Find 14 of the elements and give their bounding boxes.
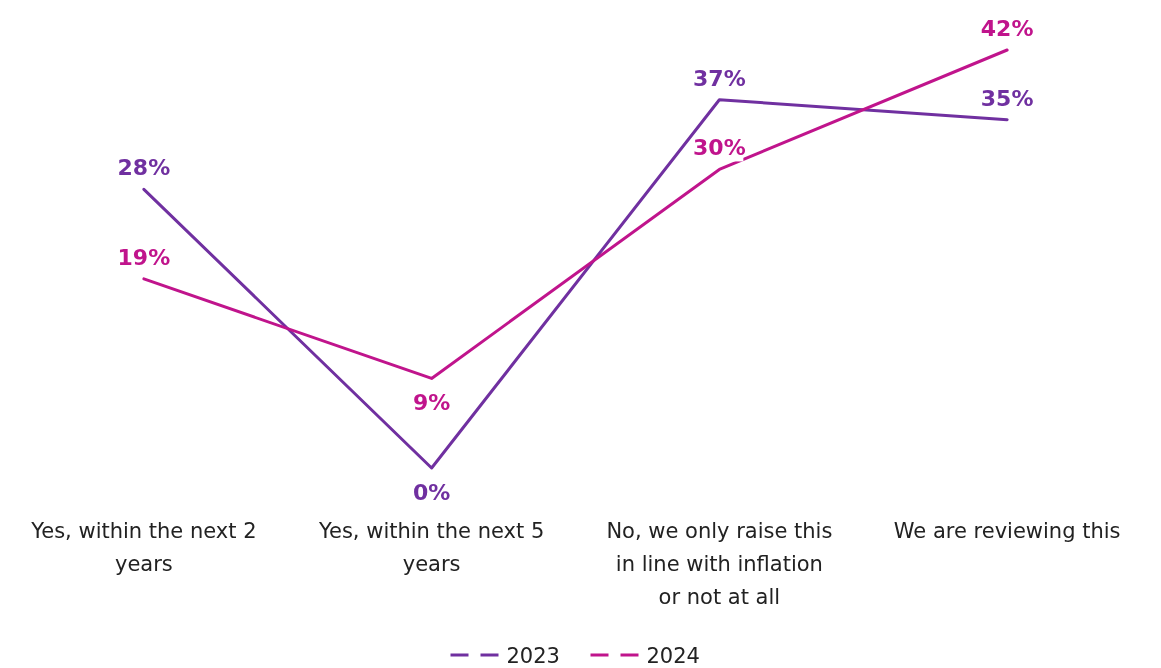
data-label: 19%: [117, 244, 171, 270]
legend-label: 2023: [506, 644, 560, 668]
x-tick-label: Yes, within the next 2 years: [30, 519, 257, 576]
x-tick-label: Yes, within the next 5 years: [317, 519, 545, 576]
x-tick-label: No, we only raise this in line with inflation or not at all: [606, 519, 833, 609]
data-label: 28%: [117, 155, 171, 181]
data-label: 37%: [693, 65, 746, 91]
data-label: 35%: [980, 85, 1034, 111]
data-label: 42%: [980, 16, 1034, 41]
x-tick-label: We are reviewing this: [893, 519, 1121, 543]
data-label: 30%: [693, 135, 746, 161]
data-label: 0%: [412, 480, 451, 505]
legend-label: 2024: [646, 644, 700, 668]
data-label: 9%: [412, 390, 451, 416]
